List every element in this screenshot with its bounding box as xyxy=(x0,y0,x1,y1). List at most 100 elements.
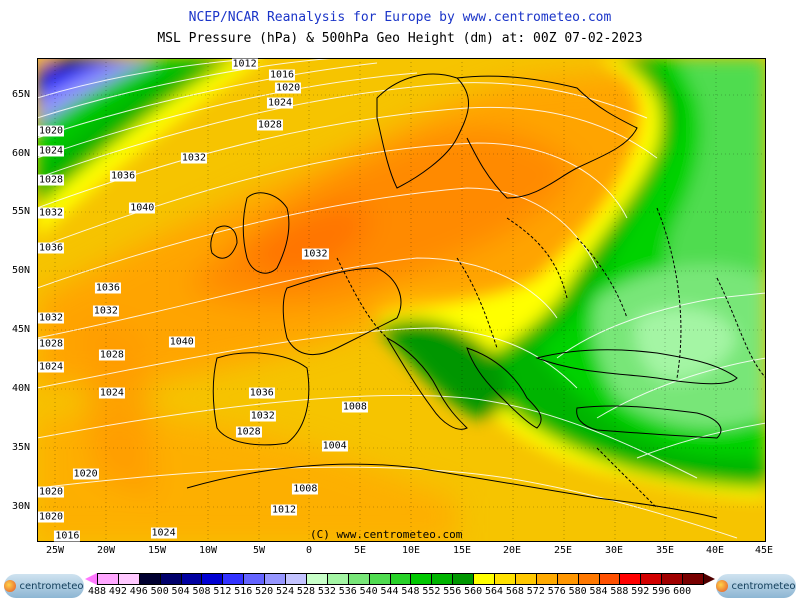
isobar-label: 1032 xyxy=(92,305,119,317)
scale-label: 568 xyxy=(505,586,524,597)
scale-arrow-left xyxy=(85,573,97,585)
lat-label: 50N xyxy=(11,265,30,276)
lat-label: 60N xyxy=(11,148,30,159)
scale-label: 584 xyxy=(589,586,608,597)
scale-color-box xyxy=(473,573,496,585)
lon-label: 10W xyxy=(198,545,218,556)
lat-label: 30N xyxy=(11,501,30,512)
isobar-label: 1024 xyxy=(266,97,294,109)
lon-label: 0 xyxy=(305,545,313,556)
coastlines xyxy=(186,73,766,519)
lon-label: 40E xyxy=(705,545,725,556)
scale-color-box xyxy=(347,573,370,585)
scale-label: 580 xyxy=(568,586,587,597)
isobar-label: 1020 xyxy=(275,82,302,93)
lon-label: 20E xyxy=(502,545,522,556)
lat-label: 65N xyxy=(11,89,30,100)
isobar-label: 1036 xyxy=(110,170,137,182)
scale-color-box xyxy=(556,573,579,585)
coast-ireland xyxy=(210,225,238,259)
isobar-label: 1028 xyxy=(235,426,262,438)
scale-label: 592 xyxy=(631,586,650,597)
scale-color-box xyxy=(661,573,684,585)
geo-field-trough xyxy=(377,58,766,498)
scale-color-box xyxy=(97,573,119,585)
scale-color-box xyxy=(138,573,161,585)
scale-label: 544 xyxy=(380,586,399,597)
logo-sun-icon xyxy=(4,580,17,592)
scale-label: 492 xyxy=(108,586,127,597)
scale-color-box xyxy=(305,573,328,585)
scale-color-box xyxy=(180,573,203,585)
lon-label: 45E xyxy=(754,545,774,556)
isobar-label: 1020 xyxy=(37,511,65,523)
scale-arrow-right xyxy=(703,573,715,585)
scale-label: 576 xyxy=(547,586,566,597)
scale-color-box xyxy=(326,573,349,585)
scale-color-box xyxy=(577,573,600,585)
scale-color-box xyxy=(619,573,642,585)
logo-text: centrometeo xyxy=(19,580,84,592)
isobar-label: 1020 xyxy=(37,486,65,498)
isobar-label: 1032 xyxy=(37,207,65,219)
scale-label: 564 xyxy=(485,586,504,597)
graticule xyxy=(37,58,766,542)
logo-text: centrometeo xyxy=(731,580,796,592)
isobar-label: 1016 xyxy=(54,530,81,542)
isobar-label: 1028 xyxy=(98,349,125,361)
scale-label: 588 xyxy=(610,586,629,597)
lat-label: 55N xyxy=(11,206,30,217)
scale-label: 516 xyxy=(234,586,253,597)
lon-label: 25W xyxy=(45,545,65,556)
coast-turkey xyxy=(576,405,722,439)
centrometeo-logo-right: centrometeo xyxy=(716,574,796,598)
coast-north-africa xyxy=(186,463,718,519)
isobar-label: 1020 xyxy=(72,468,99,480)
isobar-label: 1024 xyxy=(150,527,177,539)
isobar-label: 1008 xyxy=(341,401,368,413)
weather-map xyxy=(37,58,766,542)
lon-label: 15W xyxy=(147,545,167,556)
geo-contours xyxy=(37,58,766,539)
isobar-label: 1028 xyxy=(37,174,65,186)
scale-label: 560 xyxy=(464,586,483,597)
scale-color-box xyxy=(243,573,266,585)
scale-color-box xyxy=(410,573,433,585)
isobar-label: 1004 xyxy=(321,440,348,452)
scale-label: 556 xyxy=(443,586,462,597)
geo-field-cold xyxy=(37,58,267,238)
isobar-label: 1012 xyxy=(231,58,258,70)
scale-label: 504 xyxy=(171,586,190,597)
coast-scandinavia xyxy=(376,73,470,189)
centrometeo-logo-left: centrometeo xyxy=(4,574,84,598)
scale-color-box xyxy=(117,573,140,585)
isobar-label: 1012 xyxy=(271,504,298,516)
scale-color-box xyxy=(431,573,454,585)
scale-label: 496 xyxy=(129,586,148,597)
lat-label: 35N xyxy=(11,442,30,453)
isobar-label: 1024 xyxy=(98,387,125,399)
scale-color-box xyxy=(264,573,287,585)
scale-label: 500 xyxy=(150,586,169,597)
scale-label: 540 xyxy=(359,586,378,597)
scale-color-box xyxy=(285,573,307,585)
coast-britain xyxy=(242,192,290,274)
lon-label: 35E xyxy=(655,545,675,556)
chart-subtitle: MSL Pressure (hPa) & 500hPa Geo Height (… xyxy=(157,31,643,46)
isobar-label: 1040 xyxy=(168,336,195,348)
isobar-label: 1024 xyxy=(37,361,65,373)
scale-color-box xyxy=(494,573,516,585)
isobar-label: 1032 xyxy=(180,152,207,164)
copyright-notice: (C) www.centrometeo.com xyxy=(310,528,463,541)
scale-color-box xyxy=(682,573,704,585)
isobar-label: 1028 xyxy=(256,119,283,131)
scale-color-box xyxy=(598,573,621,585)
scale-label: 532 xyxy=(317,586,336,597)
coast-black-sea xyxy=(535,349,738,385)
scale-label: 488 xyxy=(87,586,107,597)
scale-label: 528 xyxy=(296,586,315,597)
coast-balkans xyxy=(466,347,542,429)
scale-label: 552 xyxy=(422,586,441,597)
scale-label: 512 xyxy=(213,586,232,597)
scale-color-box xyxy=(222,573,245,585)
